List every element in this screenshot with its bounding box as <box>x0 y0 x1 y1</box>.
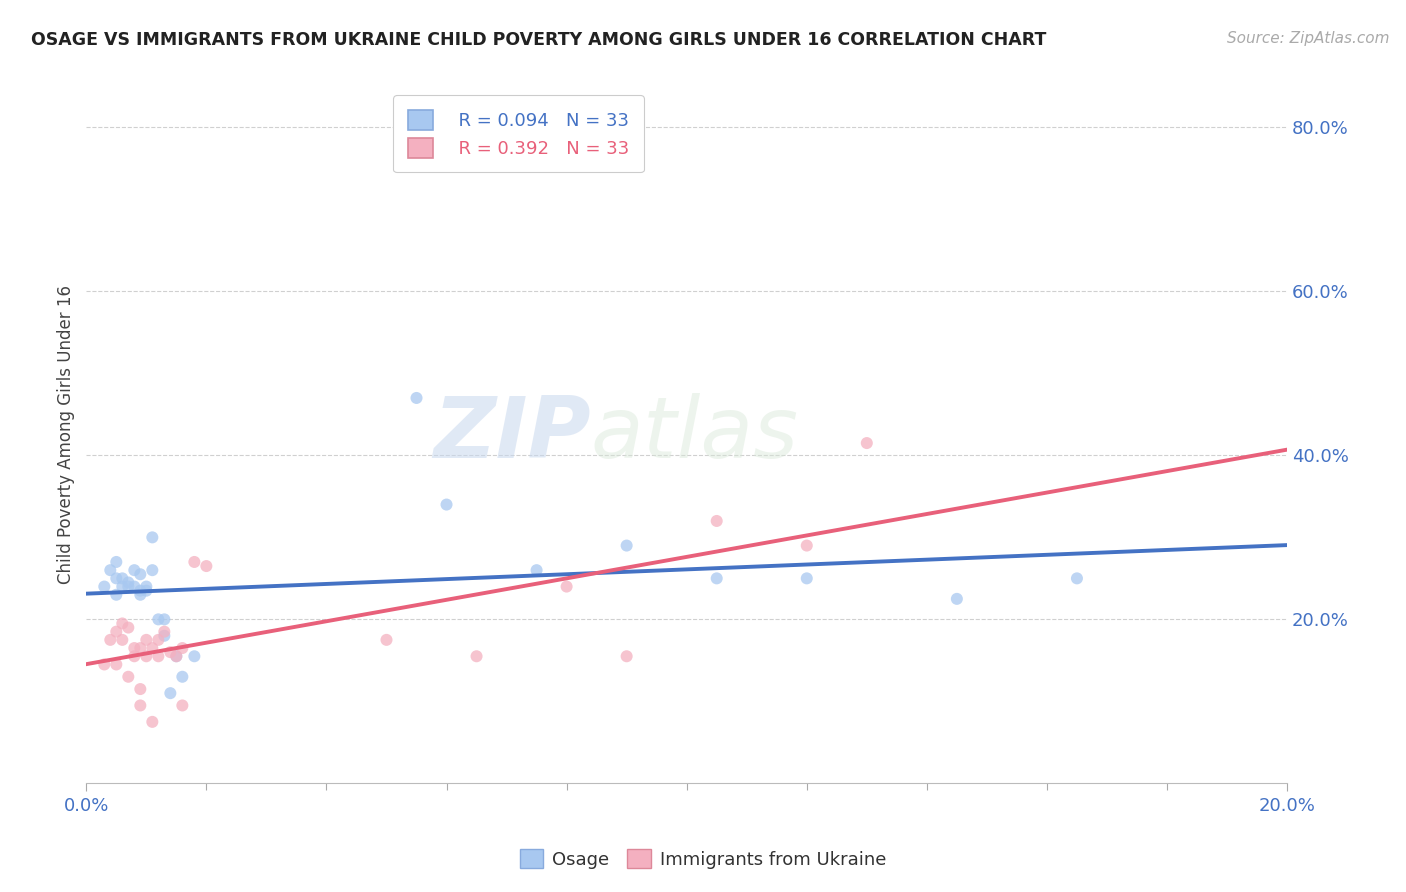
Point <box>141 563 163 577</box>
Point <box>796 539 818 553</box>
Point <box>117 580 139 594</box>
Point <box>555 580 578 594</box>
Point <box>105 571 128 585</box>
Y-axis label: Child Poverty Among Girls Under 16: Child Poverty Among Girls Under 16 <box>58 285 75 584</box>
Point <box>172 641 194 656</box>
Point <box>153 629 176 643</box>
Point <box>465 649 488 664</box>
Point <box>375 632 398 647</box>
Point <box>159 645 181 659</box>
Point <box>153 624 176 639</box>
Point <box>105 624 128 639</box>
Point <box>105 588 128 602</box>
Text: ZIP: ZIP <box>433 393 591 476</box>
Point <box>148 612 170 626</box>
Point <box>526 563 548 577</box>
Point <box>135 649 157 664</box>
Point <box>616 649 638 664</box>
Point <box>117 621 139 635</box>
Point <box>135 580 157 594</box>
Point <box>141 714 163 729</box>
Point <box>706 514 728 528</box>
Point <box>436 498 458 512</box>
Point <box>135 583 157 598</box>
Point <box>405 391 427 405</box>
Point <box>111 632 134 647</box>
Text: OSAGE VS IMMIGRANTS FROM UKRAINE CHILD POVERTY AMONG GIRLS UNDER 16 CORRELATION : OSAGE VS IMMIGRANTS FROM UKRAINE CHILD P… <box>31 31 1046 49</box>
Point <box>105 657 128 672</box>
Point <box>124 649 146 664</box>
Point <box>124 580 146 594</box>
Point <box>129 681 152 696</box>
Point <box>93 580 115 594</box>
Point <box>129 641 152 656</box>
Legend:   R = 0.094   N = 33,   R = 0.392   N = 33: R = 0.094 N = 33, R = 0.392 N = 33 <box>394 95 644 172</box>
Point <box>195 559 218 574</box>
Point <box>105 555 128 569</box>
Point <box>98 563 121 577</box>
Point <box>141 530 163 544</box>
Point <box>616 539 638 553</box>
Point <box>172 698 194 713</box>
Point <box>117 670 139 684</box>
Point <box>946 591 969 606</box>
Point <box>165 649 187 664</box>
Point <box>98 632 121 647</box>
Point <box>148 649 170 664</box>
Point <box>135 632 157 647</box>
Point <box>183 649 205 664</box>
Point <box>111 571 134 585</box>
Point <box>172 670 194 684</box>
Point <box>117 575 139 590</box>
Text: atlas: atlas <box>591 393 799 476</box>
Point <box>93 657 115 672</box>
Point <box>124 563 146 577</box>
Point <box>153 612 176 626</box>
Text: Source: ZipAtlas.com: Source: ZipAtlas.com <box>1226 31 1389 46</box>
Point <box>129 698 152 713</box>
Point <box>856 436 879 450</box>
Point <box>111 580 134 594</box>
Point <box>796 571 818 585</box>
Point <box>165 649 187 664</box>
Point <box>129 567 152 582</box>
Point <box>129 583 152 598</box>
Point <box>129 588 152 602</box>
Point <box>111 616 134 631</box>
Point <box>183 555 205 569</box>
Point <box>1066 571 1088 585</box>
Legend: Osage, Immigrants from Ukraine: Osage, Immigrants from Ukraine <box>513 842 893 876</box>
Point <box>141 641 163 656</box>
Point <box>124 641 146 656</box>
Point <box>706 571 728 585</box>
Point <box>148 632 170 647</box>
Point <box>159 686 181 700</box>
